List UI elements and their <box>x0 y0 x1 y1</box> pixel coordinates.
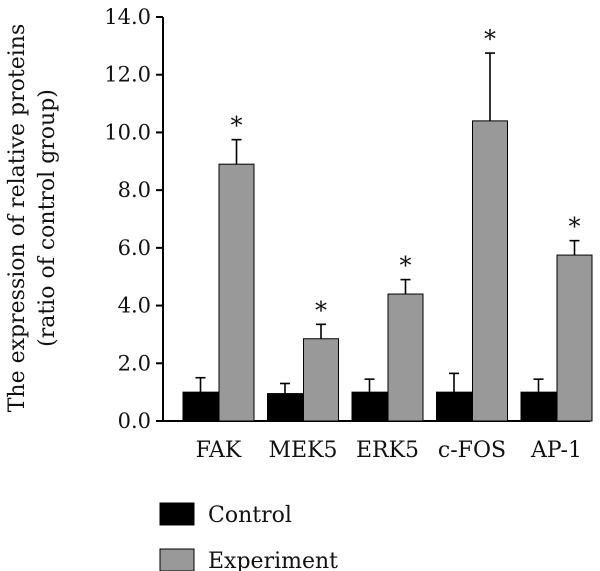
category-label: MEK5 <box>268 438 337 463</box>
bar-experiment <box>218 163 255 422</box>
bar-control <box>267 393 303 422</box>
legend-label-control: Control <box>208 503 292 528</box>
legend-label-experiment: Experiment <box>208 549 338 571</box>
category-label: AP-1 <box>530 438 582 463</box>
significance-star: * <box>484 25 496 53</box>
bar-control <box>520 391 557 422</box>
y-tick-label: 0.0 <box>118 409 151 433</box>
y-tick-label: 4.0 <box>118 294 151 318</box>
bar-control <box>351 391 388 422</box>
bar-control <box>436 391 472 422</box>
category-label: c-FOS <box>438 438 506 463</box>
category-label: FAK <box>196 438 242 463</box>
y-axis-title-line2: (ratio of control group) <box>35 89 60 347</box>
y-tick-label: 12.0 <box>104 63 151 87</box>
y-axis-title-line1: The expression of relative proteins <box>5 24 30 413</box>
category-label: ERK5 <box>356 438 419 463</box>
bar-experiment <box>556 254 593 422</box>
y-axis-title: The expression of relative proteins (rat… <box>5 24 60 413</box>
bar-experiment <box>303 338 339 422</box>
significance-star: * <box>400 252 412 280</box>
bar-experiment <box>472 120 508 422</box>
legend-swatch-control <box>159 502 195 526</box>
y-tick-label: 10.0 <box>104 120 151 144</box>
bars: * * * * * <box>182 25 593 422</box>
significance-star: * <box>315 296 327 324</box>
significance-star: * <box>569 213 581 241</box>
y-tick-label: 8.0 <box>118 178 151 202</box>
y-tick-label: 2.0 <box>118 351 151 375</box>
significance-star: * <box>231 112 243 140</box>
bar-experiment <box>387 293 424 422</box>
y-tick-label: 14.0 <box>104 5 151 29</box>
legend: Control Experiment <box>159 502 338 571</box>
bar-control <box>182 391 219 422</box>
category-labels: FAK MEK5 ERK5 c-FOS AP-1 <box>196 438 582 463</box>
y-tick-label: 6.0 <box>118 236 151 260</box>
y-ticks: 0.0 2.0 4.0 6.0 8.0 10.0 12.0 14.0 <box>104 5 163 433</box>
legend-swatch-experiment <box>159 548 195 571</box>
